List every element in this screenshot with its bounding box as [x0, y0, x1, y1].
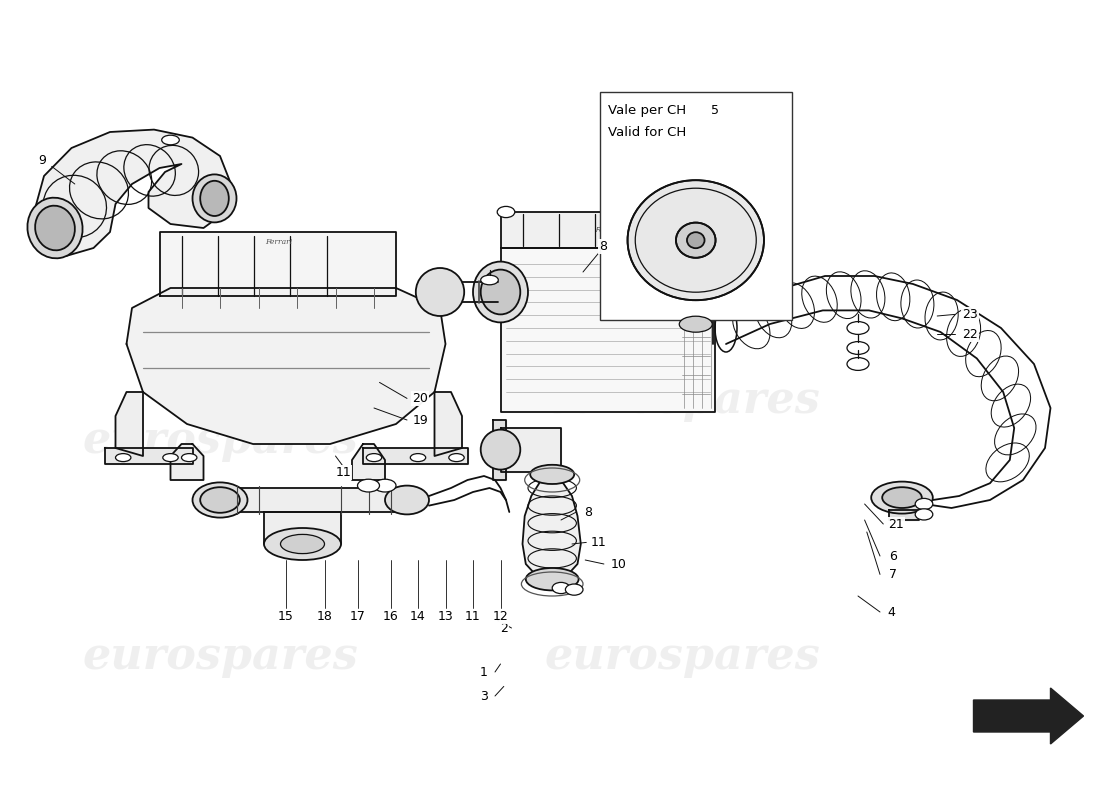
Ellipse shape — [163, 454, 178, 462]
Ellipse shape — [358, 479, 379, 492]
Text: Ferrari: Ferrari — [265, 238, 292, 246]
Ellipse shape — [565, 584, 583, 595]
Text: 8: 8 — [584, 506, 593, 518]
Text: 8: 8 — [598, 240, 607, 253]
Text: 18: 18 — [317, 610, 332, 622]
Ellipse shape — [192, 482, 248, 518]
Polygon shape — [974, 688, 1084, 744]
Text: Valid for CH: Valid for CH — [607, 126, 685, 139]
Ellipse shape — [680, 316, 713, 332]
Polygon shape — [500, 428, 561, 472]
Text: 10: 10 — [610, 558, 626, 570]
Polygon shape — [522, 472, 581, 582]
Ellipse shape — [915, 498, 933, 510]
Polygon shape — [493, 420, 506, 480]
Ellipse shape — [871, 482, 933, 514]
Text: 2: 2 — [499, 622, 508, 634]
Text: 3: 3 — [480, 690, 488, 702]
Text: 11: 11 — [336, 466, 351, 478]
Ellipse shape — [481, 270, 520, 314]
Ellipse shape — [481, 430, 520, 470]
Text: Ferrari: Ferrari — [596, 226, 619, 233]
Ellipse shape — [116, 454, 131, 462]
Ellipse shape — [200, 487, 240, 513]
Ellipse shape — [385, 486, 429, 514]
Text: 17: 17 — [350, 610, 365, 622]
Ellipse shape — [688, 232, 705, 248]
Ellipse shape — [847, 342, 869, 354]
Ellipse shape — [28, 198, 82, 258]
Ellipse shape — [627, 180, 764, 300]
Text: eurospares: eurospares — [82, 418, 358, 462]
Bar — [600, 92, 792, 320]
Ellipse shape — [915, 509, 933, 520]
Ellipse shape — [526, 568, 579, 590]
Polygon shape — [434, 392, 462, 456]
Ellipse shape — [701, 206, 718, 218]
Ellipse shape — [374, 479, 396, 492]
Ellipse shape — [676, 222, 716, 258]
Polygon shape — [160, 232, 396, 296]
Ellipse shape — [280, 534, 324, 554]
Text: eurospares: eurospares — [82, 634, 358, 678]
Ellipse shape — [530, 465, 574, 484]
Text: 7: 7 — [889, 568, 898, 581]
Text: 6: 6 — [889, 550, 898, 562]
Polygon shape — [352, 444, 385, 480]
Text: 22: 22 — [962, 328, 978, 341]
Polygon shape — [104, 448, 192, 464]
Ellipse shape — [200, 181, 229, 216]
Ellipse shape — [264, 528, 341, 560]
Polygon shape — [33, 130, 231, 256]
Polygon shape — [500, 248, 715, 412]
Text: 9: 9 — [37, 154, 46, 166]
Polygon shape — [889, 510, 918, 520]
Text: 4: 4 — [887, 606, 895, 618]
Text: 21: 21 — [889, 518, 904, 530]
Polygon shape — [116, 392, 143, 456]
Ellipse shape — [847, 322, 869, 334]
Text: 19: 19 — [412, 414, 428, 426]
Ellipse shape — [847, 358, 869, 370]
Text: Vale per CH: Vale per CH — [607, 104, 685, 117]
Text: 14: 14 — [410, 610, 426, 622]
Ellipse shape — [449, 454, 464, 462]
Text: 16: 16 — [383, 610, 398, 622]
Polygon shape — [363, 448, 468, 464]
Ellipse shape — [473, 262, 528, 322]
Ellipse shape — [497, 206, 515, 218]
Ellipse shape — [882, 487, 922, 508]
Ellipse shape — [552, 582, 570, 594]
Text: 1: 1 — [480, 666, 488, 678]
Polygon shape — [126, 288, 446, 444]
Polygon shape — [264, 512, 341, 544]
Text: 12: 12 — [493, 610, 508, 622]
Ellipse shape — [162, 135, 179, 145]
Text: 5: 5 — [711, 104, 719, 117]
Text: 11: 11 — [465, 610, 481, 622]
Text: 15: 15 — [278, 610, 294, 622]
Text: eurospares: eurospares — [544, 378, 820, 422]
Text: 11: 11 — [591, 536, 606, 549]
Text: eurospares: eurospares — [544, 634, 820, 678]
Polygon shape — [170, 444, 204, 480]
Polygon shape — [220, 488, 407, 512]
Ellipse shape — [410, 454, 426, 462]
Ellipse shape — [35, 206, 75, 250]
Ellipse shape — [366, 454, 382, 462]
Text: 23: 23 — [962, 308, 978, 321]
Ellipse shape — [192, 174, 236, 222]
Text: 13: 13 — [438, 610, 453, 622]
Ellipse shape — [481, 275, 498, 285]
Ellipse shape — [182, 454, 197, 462]
Polygon shape — [500, 212, 715, 248]
Ellipse shape — [416, 268, 464, 316]
Text: 20: 20 — [412, 392, 428, 405]
